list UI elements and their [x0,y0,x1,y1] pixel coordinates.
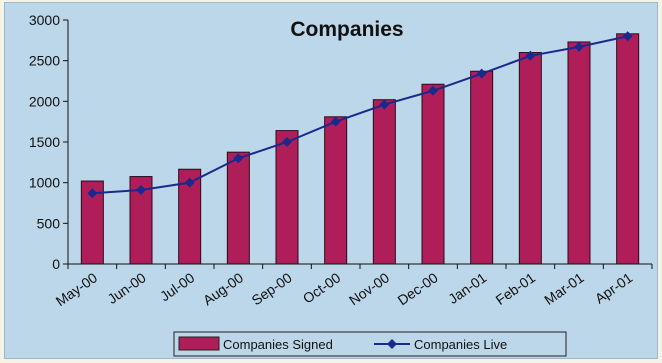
y-tick-label: 1000 [29,175,60,191]
point-companies-live-jan-01 [476,68,487,79]
y-tick-label: 1500 [29,134,60,150]
x-tick-label: Oct-00 [300,269,344,306]
bar-companies-signed-aug-00 [226,151,250,265]
y-tick-label: 500 [37,215,61,231]
point-companies-live-sep-00 [282,137,292,147]
x-tick-label: Jun-00 [104,269,148,307]
point-companies-live-dec-00 [428,85,438,96]
point-companies-live-apr-01 [622,31,633,42]
y-tick-label: 3000 [29,12,60,28]
bar-companies-signed-feb-01 [518,52,542,265]
bar-companies-signed-oct-00 [324,116,348,265]
x-tick-label: Jul-00 [157,269,198,304]
x-tick-label: Nov-00 [346,269,392,308]
bar-series [80,33,640,265]
legend-swatch-companies-signed [178,336,220,351]
bar-companies-signed-jan-01 [470,70,494,265]
line-companies-live [92,35,628,195]
legend-marker-companies-live [387,339,397,349]
point-companies-live-oct-00 [330,116,341,127]
point-companies-live-mar-01 [574,41,584,52]
bar-companies-signed-nov-00 [372,99,396,265]
chart-title: Companies [290,18,403,41]
bar-companies-signed-mar-01 [567,41,591,265]
point-companies-live-jun-00 [136,184,146,195]
x-tick-label: May-00 [53,269,101,309]
y-tick-label: 2500 [29,53,60,69]
point-companies-live-jul-00 [184,177,195,188]
x-tick-label: Apr-01 [592,269,636,306]
x-tick-label: Sep-00 [249,269,295,308]
point-companies-live-aug-00 [233,153,244,164]
point-companies-live-nov-00 [379,99,390,110]
point-companies-live-feb-01 [525,50,536,61]
legend: Companies Signed Companies Live [173,331,567,357]
x-tick-label: Dec-00 [395,269,441,308]
legend-label-companies-signed: Companies Signed [223,337,333,352]
x-tick-label: Aug-00 [200,269,246,308]
x-tick-label: Jan-01 [445,269,489,307]
y-tick-label: 0 [52,256,60,272]
bar-companies-signed-apr-01 [616,33,640,265]
x-tick-label: Mar-01 [541,269,587,308]
bar-companies-signed-dec-00 [421,83,445,265]
legend-box [173,331,567,357]
line-series [87,31,633,199]
y-tick-label: 2000 [29,93,60,109]
x-tick-label: Feb-01 [493,269,539,308]
bar-companies-signed-sep-00 [275,130,299,265]
legend-label-companies-live: Companies Live [414,337,507,352]
point-companies-live-may-00 [87,188,98,199]
